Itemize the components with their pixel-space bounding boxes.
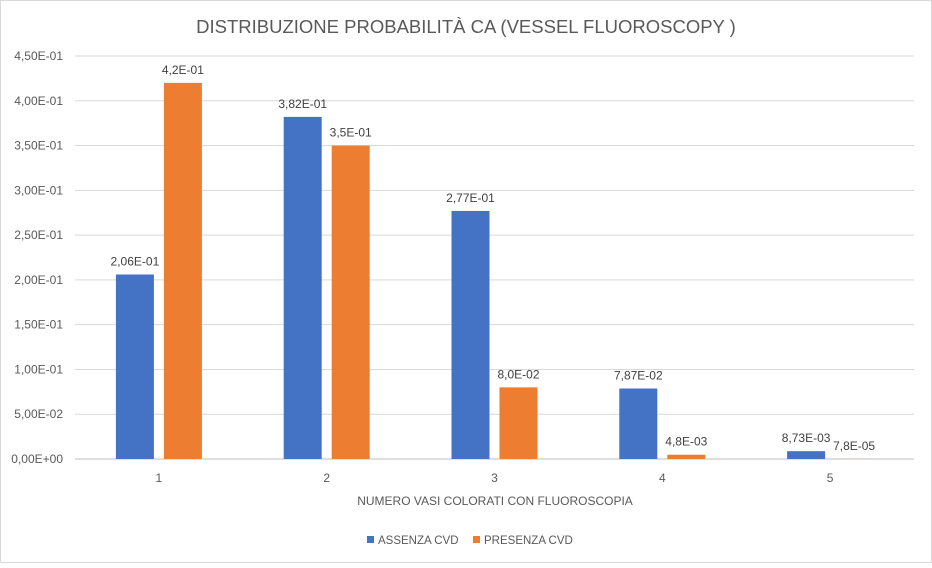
y-tick-label: 4,50E-01 <box>14 49 63 63</box>
y-tick-label: 2,00E-01 <box>14 273 63 287</box>
x-tick-label: 3 <box>491 471 498 485</box>
y-tick-label: 4,00E-01 <box>14 94 63 108</box>
data-label: 8,0E-02 <box>497 367 539 381</box>
y-tick-label: 3,00E-01 <box>14 183 63 197</box>
data-label: 4,2E-01 <box>162 63 204 77</box>
bar-presenza-2 <box>332 146 370 459</box>
y-tick-label: 1,00E-01 <box>14 362 63 376</box>
y-tick-label: 3,50E-01 <box>14 139 63 153</box>
y-tick-label: 5,00E-02 <box>14 407 63 421</box>
x-tick-label: 5 <box>827 471 834 485</box>
bar-assenza-5 <box>787 451 825 459</box>
legend-swatch <box>473 536 480 543</box>
x-tick-label: 1 <box>156 471 163 485</box>
bar-assenza-4 <box>619 389 657 459</box>
legend-label: PRESENZA CVD <box>484 535 573 547</box>
data-label: 7,8E-05 <box>833 439 875 453</box>
y-tick-label: 0,00E+00 <box>11 452 63 466</box>
data-label: 2,77E-01 <box>446 191 495 205</box>
y-tick-label: 2,50E-01 <box>14 228 63 242</box>
legend-swatch <box>367 536 374 543</box>
data-label: 3,82E-01 <box>278 97 327 111</box>
bar-assenza-3 <box>452 211 490 459</box>
y-tick-label: 1,50E-01 <box>14 318 63 332</box>
bar-presenza-4 <box>667 455 705 459</box>
data-label: 3,5E-01 <box>330 126 372 140</box>
bar-assenza-1 <box>116 275 154 459</box>
bar-presenza-1 <box>164 83 202 459</box>
data-label: 7,87E-02 <box>614 369 663 383</box>
data-label: 2,06E-01 <box>111 255 160 269</box>
chart-title: DISTRIBUZIONE PROBABILITÀ CA (VESSEL FLU… <box>196 16 736 37</box>
x-tick-label: 4 <box>659 471 666 485</box>
x-axis-label: NUMERO VASI COLORATI CON FLUOROSCOPIA <box>357 494 633 508</box>
bar-presenza-3 <box>500 387 538 459</box>
bar-assenza-2 <box>284 117 322 459</box>
data-label: 8,73E-03 <box>782 431 831 445</box>
legend-label: ASSENZA CVD <box>378 535 459 547</box>
x-tick-label: 2 <box>323 471 330 485</box>
data-label: 4,8E-03 <box>665 435 707 449</box>
